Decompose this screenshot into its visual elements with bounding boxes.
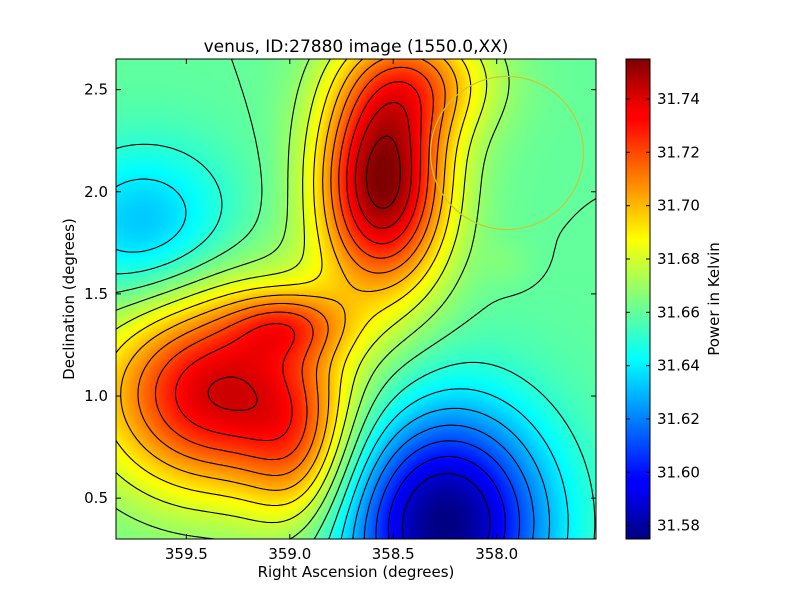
y-tick-label: 2.0 [84,183,108,201]
contour-level-31.64 [116,178,569,539]
contour-level-31.68 [116,59,488,524]
contour-level-31.73 [174,81,422,442]
plot-frame [115,58,597,540]
y-tick-label: 1.0 [84,387,108,405]
colorbar-tick-label: 31.74 [657,90,700,108]
chart-title: venus, ID:27880 image (1550.0,XX) [204,37,509,57]
x-tick-label: 358.0 [475,545,518,563]
contour-lines [116,59,596,539]
colorbar-tick-label: 31.58 [657,517,700,535]
beam-circle [429,75,585,231]
contour-level-31.7 [120,59,458,491]
contour-level-31.71 [137,59,446,477]
contour-level-31.6 [387,455,506,539]
colorbar-gradient [625,58,651,540]
x-axis-label: Right Ascension (degrees) [258,563,455,581]
colorbar-tick-label: 31.70 [657,197,700,215]
colorbar-tick-label: 31.68 [657,250,700,268]
colorbar-label: Power in Kelvin [705,242,723,356]
colorbar-tick-label: 31.60 [657,463,700,481]
x-tick-label: 359.0 [268,545,311,563]
contour-level-31.59 [401,473,491,539]
contour-level-31.61 [375,440,521,539]
x-axis: 359.5 359.0 358.5 358.0 [165,59,518,563]
contour-level-31.65 [116,143,596,539]
colorbar: 31.58 31.60 31.62 31.64 31.66 31.68 31.70 31.72… [625,58,700,540]
contour-level-31.69 [116,59,472,507]
colorbar-tick-label: 31.64 [657,357,700,375]
contour-level-31.66 [116,59,596,539]
colorbar-tick-label: 31.66 [657,303,700,321]
y-axis: 0.5 1.0 1.5 2.0 2.5 [84,81,596,507]
contour-level-31.74 [207,101,413,411]
contour-level-31.62 [363,424,535,539]
y-tick-label: 0.5 [84,489,108,507]
contour-level-31.67 [116,59,510,539]
x-tick-label: 358.5 [372,545,415,563]
contour-level-31.75 [365,135,401,209]
x-tick-label: 359.5 [165,545,208,563]
colorbar-tick-label: 31.72 [657,143,700,161]
y-tick-label: 1.5 [84,285,108,303]
colorbar-ticks: 31.58 31.60 31.62 31.64 31.66 31.68 31.70 31.72… [626,90,700,535]
contour-level-31.63 [352,407,551,539]
y-axis-label: Declination (degrees) [60,218,78,380]
colorbar-tick-label: 31.62 [657,410,700,428]
y-tick-label: 2.5 [84,81,108,99]
contour-level-31.72 [154,66,434,461]
beam-circle-group [429,75,585,231]
